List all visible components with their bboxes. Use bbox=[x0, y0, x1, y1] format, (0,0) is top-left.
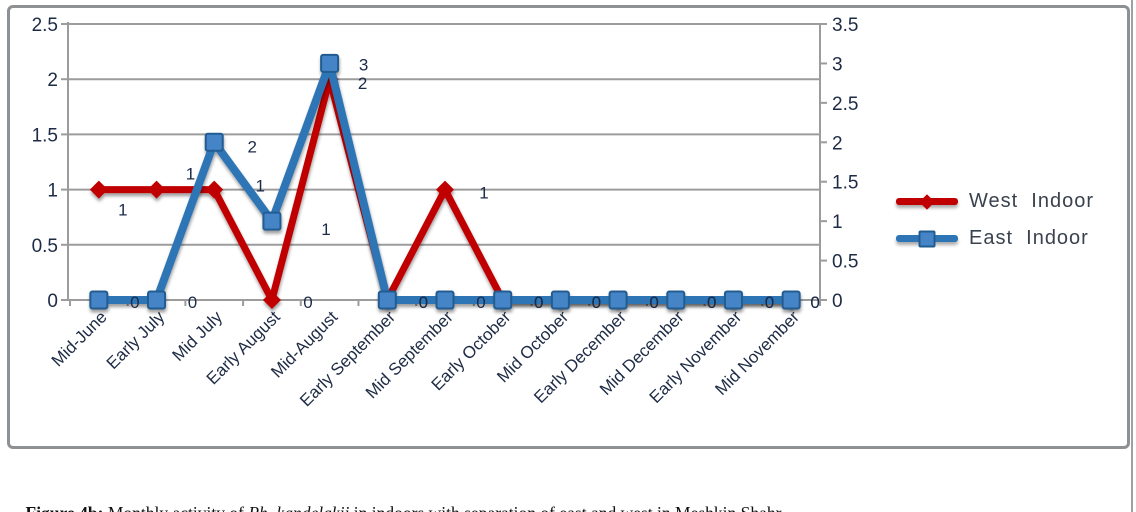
left-axis-tick-label: 1.5 bbox=[32, 125, 58, 146]
right-axis-tick-label: 2 bbox=[832, 133, 843, 154]
west-indoor-data-label: 1 bbox=[118, 201, 127, 220]
west-indoor-data-label: 0 bbox=[707, 293, 716, 312]
east-indoor-data-label: 0 bbox=[707, 293, 716, 312]
activity-line-chart: 0 0.5 1 1.5 2 2.5 0 0.5 1 1.5 2 2.5 3 3.5 Mid-JuneEarl… bbox=[32, 15, 859, 410]
page-right-rule bbox=[1131, 0, 1133, 512]
left-axis-tick-label: 2.5 bbox=[32, 15, 58, 36]
east-indoor-data-label: 0 bbox=[476, 293, 485, 312]
west-indoor-data-labels: 1 1 1 0 2 0 1 0 0 0 0 0 0 bbox=[118, 74, 820, 312]
left-axis-tick-label: 1 bbox=[47, 181, 58, 202]
square-marker-icon bbox=[918, 230, 936, 247]
west-indoor-data-label: 2 bbox=[358, 74, 367, 93]
right-axis-tick-label: 1.5 bbox=[832, 173, 858, 194]
east-indoor-marker bbox=[550, 290, 570, 310]
legend-item-east-indoor: East Indoor bbox=[896, 226, 1094, 251]
right-axis-tick-label: 0 bbox=[832, 291, 843, 312]
east-indoor-marker bbox=[262, 211, 282, 231]
east-indoor-data-label: 2 bbox=[247, 137, 256, 156]
west-indoor-marker bbox=[436, 180, 454, 199]
east-indoor-data-label: 0 bbox=[810, 293, 819, 312]
east-indoor-data-label: 0 bbox=[592, 293, 601, 312]
west-indoor-data-label: 0 bbox=[592, 293, 601, 312]
east-indoor-marker bbox=[377, 290, 397, 310]
x-axis-label: Early July bbox=[103, 307, 169, 373]
legend-label-west-indoor: West Indoor bbox=[969, 190, 1095, 212]
east-indoor-marker bbox=[666, 290, 686, 310]
west-indoor-data-label: 0 bbox=[419, 293, 428, 312]
east-indoor-marker bbox=[204, 132, 224, 152]
east-indoor-data-label: 0 bbox=[188, 293, 197, 312]
figure-caption-label: Figure 4b: bbox=[26, 503, 104, 512]
west-indoor-data-label: 0 bbox=[765, 293, 774, 312]
west-indoor-data-label: 0 bbox=[534, 293, 543, 312]
west-indoor-marker bbox=[262, 291, 281, 309]
figure-caption-text-1: Monthly activity of bbox=[103, 503, 248, 512]
west-indoor-data-label: 0 bbox=[649, 293, 658, 312]
east-indoor-data-label: 0 bbox=[419, 293, 428, 312]
east-indoor-data-labels: 0 0 2 1 3 0 0 0 0 0 0 0 0 bbox=[130, 55, 820, 312]
east-indoor-data-label: 3 bbox=[359, 55, 368, 74]
right-axis-tick-label: 0.5 bbox=[832, 252, 858, 273]
left-axis-tick-label: 2 bbox=[47, 70, 58, 91]
east-indoor-marker bbox=[435, 290, 455, 310]
east-indoor-marker bbox=[89, 290, 109, 310]
chart-legend: West Indoor East Indoor bbox=[896, 189, 1094, 251]
x-axis-label: Mid July bbox=[169, 307, 227, 365]
east-indoor-data-label: 0 bbox=[130, 293, 139, 312]
east-indoor-data-label: 0 bbox=[649, 293, 658, 312]
legend-item-west-indoor: West Indoor bbox=[896, 189, 1094, 214]
right-axis-tick-label: 1 bbox=[832, 212, 843, 233]
east-indoor-marker bbox=[320, 53, 340, 73]
left-axis-tick-label: 0 bbox=[47, 291, 58, 312]
legend-label-east-indoor: East Indoor bbox=[969, 227, 1089, 249]
diamond-marker-icon bbox=[919, 193, 935, 210]
east-indoor-series bbox=[89, 53, 801, 310]
west-indoor-line-swatch bbox=[896, 193, 958, 210]
west-indoor-marker bbox=[205, 180, 224, 199]
east-indoor-marker bbox=[781, 290, 801, 310]
left-axis-tick-label: 0.5 bbox=[32, 236, 58, 257]
figure-caption-species: Ph. kandelakii bbox=[248, 503, 349, 512]
x-axis-label: Mid-June bbox=[48, 307, 111, 370]
west-indoor-data-label: 0 bbox=[303, 293, 312, 312]
right-axis-tick-label: 2.5 bbox=[832, 94, 858, 115]
west-indoor-data-label: 1 bbox=[479, 184, 488, 203]
west-indoor-data-label: 0 bbox=[810, 293, 819, 312]
right-axis-tick-label: 3.5 bbox=[832, 15, 858, 36]
figure-caption: Figure 4b: Monthly activity of Ph. kande… bbox=[8, 482, 1118, 512]
east-indoor-line-swatch bbox=[896, 230, 958, 247]
west-indoor-data-label: 1 bbox=[255, 177, 264, 196]
east-indoor-marker bbox=[147, 290, 167, 310]
east-indoor-marker bbox=[493, 290, 513, 310]
west-indoor-data-label: 1 bbox=[186, 165, 195, 184]
east-indoor-marker bbox=[723, 290, 743, 310]
west-indoor-marker bbox=[147, 180, 166, 199]
right-axis-tick-label: 3 bbox=[832, 54, 843, 75]
east-indoor-data-label: 0 bbox=[534, 293, 543, 312]
figure-caption-text-2: in indoors with separation of east and w… bbox=[349, 503, 785, 512]
east-indoor-data-label: 0 bbox=[765, 293, 774, 312]
axes bbox=[67, 22, 827, 306]
east-indoor-data-label: 1 bbox=[321, 220, 330, 239]
west-indoor-marker bbox=[89, 180, 108, 199]
east-indoor-marker bbox=[608, 290, 628, 310]
